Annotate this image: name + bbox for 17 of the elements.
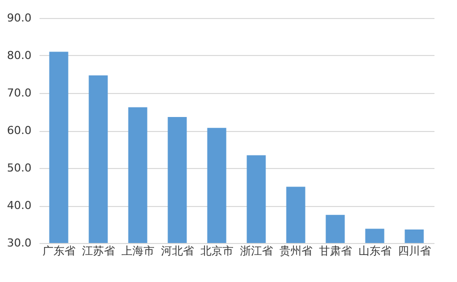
x-tick-label: 贵州省 xyxy=(279,244,312,258)
x-tick-label: 甘肃省 xyxy=(318,244,352,258)
y-tick-label: 90.0 xyxy=(7,12,32,24)
x-tick-label: 河北省 xyxy=(160,244,194,258)
y-tick-label: 40.0 xyxy=(7,199,32,212)
x-tick-label: 山东省 xyxy=(358,244,392,258)
y-tick-label: 50.0 xyxy=(7,162,32,174)
x-tick-label: 江苏省 xyxy=(82,244,115,258)
y-tick-label: 60.0 xyxy=(7,124,32,137)
y-tick-label: 80.0 xyxy=(7,49,32,62)
x-tick-label: 浙江省 xyxy=(240,244,273,258)
x-tick-label: 广东省 xyxy=(42,244,76,258)
y-tick-label: 30.0 xyxy=(7,236,32,250)
x-tick-label: 四川省 xyxy=(398,244,431,258)
x-tick-label: 上海市 xyxy=(121,244,154,258)
y-tick-label: 70.0 xyxy=(7,86,32,100)
x-tick-label: 北京市 xyxy=(200,244,234,258)
